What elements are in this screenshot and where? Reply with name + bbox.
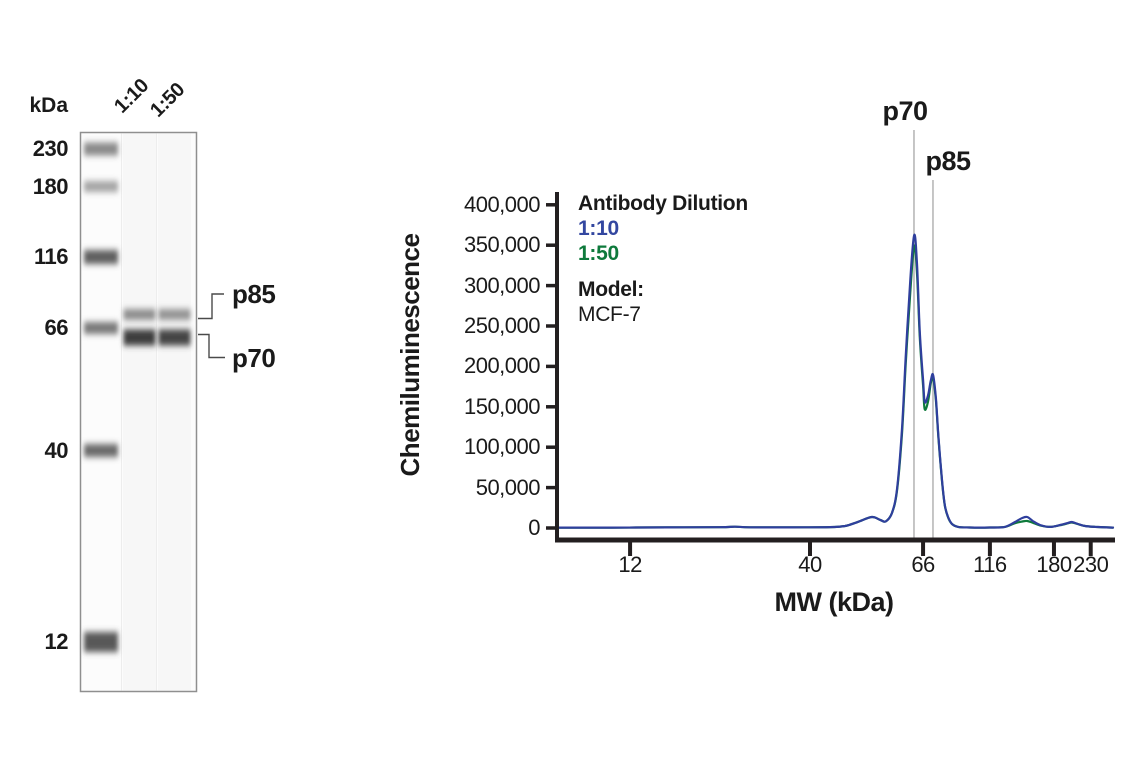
x-tick-label-180: 180 — [1036, 552, 1072, 577]
y-tick-label-400,000: 400,000 — [463, 191, 541, 217]
x-tick-label-40: 40 — [798, 552, 822, 577]
ladder-label-66: 66 — [44, 315, 69, 340]
blot-box — [79, 131, 198, 693]
y-tick-label-200,000: 200,000 — [463, 353, 541, 379]
y-tick-label-350,000: 350,000 — [463, 232, 541, 258]
y-tick-label-50,000: 50,000 — [475, 474, 541, 500]
ladder-label-180: 180 — [32, 173, 69, 199]
x-tick-label-12: 12 — [618, 552, 642, 577]
ladder-band-12 — [84, 632, 118, 652]
ladder-label-40: 40 — [44, 437, 69, 463]
bracket-p85 — [198, 293, 224, 320]
bracket-p70 — [198, 333, 225, 359]
curve-1:10 — [554, 233, 1115, 529]
blot-lane-1:50 — [158, 134, 191, 691]
ladder-label-230: 230 — [32, 136, 69, 161]
y-tick-label-100,000: 100,000 — [463, 434, 541, 460]
chart-peak-label-p70: p70 — [882, 96, 928, 126]
sample-band-p70-1:50 — [158, 329, 191, 346]
blot-label-p70: p70 — [232, 342, 276, 373]
x-tick-label-116: 116 — [973, 552, 1007, 577]
blot-lane-1:10 — [123, 134, 156, 691]
legend-item-1-50: 1:50 — [578, 242, 619, 265]
ladder-band-40 — [84, 444, 118, 457]
kda-unit-label: kDa — [29, 94, 68, 117]
ladder-band-66 — [84, 322, 118, 334]
chart-peak-label-p85: p85 — [925, 146, 971, 176]
y-tick-label-0: 0 — [528, 515, 540, 540]
legend-model-value: MCF-7 — [578, 303, 641, 326]
sample-band-p85-1:50 — [158, 309, 191, 320]
y-tick-label-150,000: 150,000 — [463, 393, 541, 419]
sample-band-p70-1:10 — [123, 329, 156, 346]
ladder-label-116: 116 — [34, 244, 69, 269]
legend-title: Antibody Dilution — [578, 192, 748, 215]
ladder-label-12: 12 — [44, 629, 69, 654]
blot-label-p85: p85 — [232, 279, 276, 309]
y-tick-label-250,000: 250,000 — [463, 313, 541, 338]
sample-band-p85-1:10 — [123, 309, 156, 320]
x-tick-label-66: 66 — [911, 552, 935, 577]
legend-item-1-10: 1:10 — [578, 217, 619, 240]
x-tick-label-230: 230 — [1073, 552, 1109, 577]
ladder-band-180 — [84, 181, 118, 192]
ladder-band-116 — [84, 250, 118, 264]
x-axis-title: MW (kDa) — [774, 587, 895, 617]
legend-model-label: Model: — [578, 278, 644, 301]
y-tick-label-300,000: 300,000 — [463, 272, 541, 298]
ladder-band-230 — [84, 142, 118, 156]
